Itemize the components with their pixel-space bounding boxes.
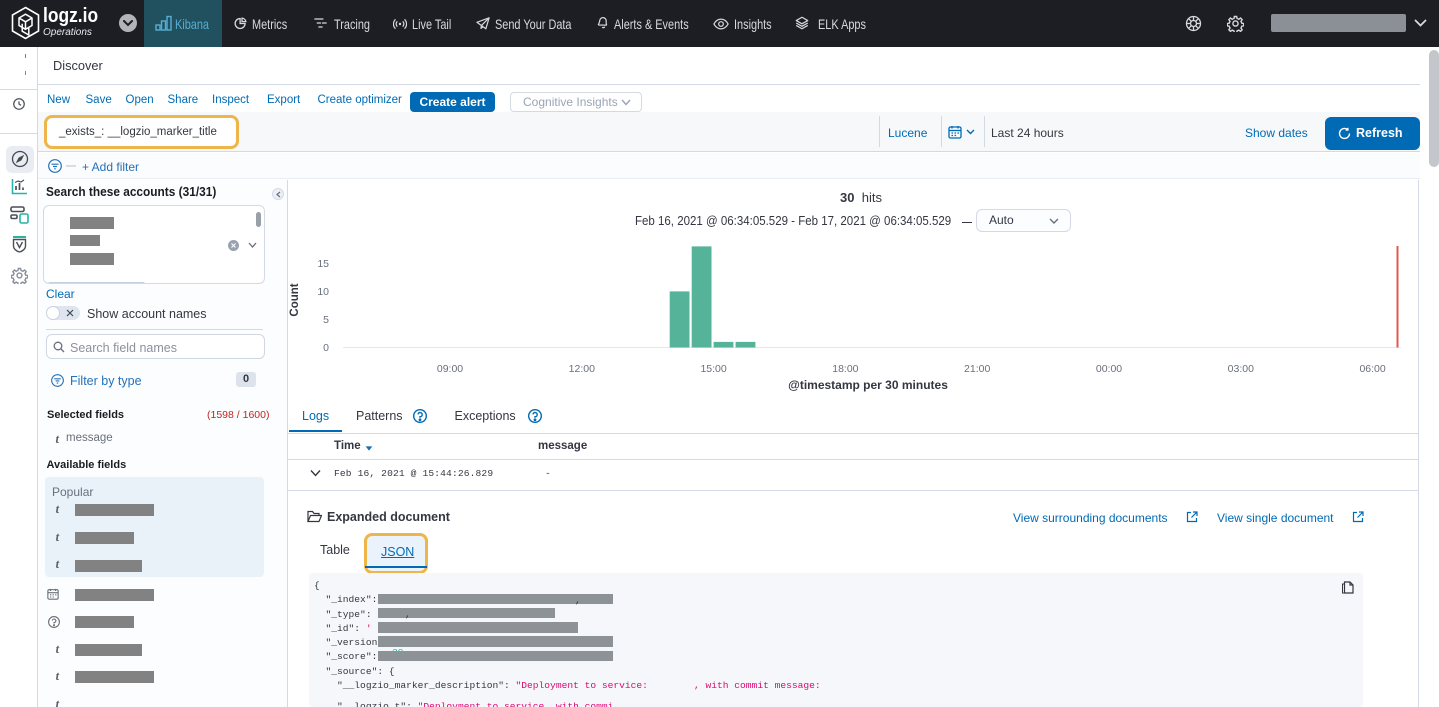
svg-text:5: 5 <box>323 314 329 326</box>
svg-text:03:00: 03:00 <box>1228 363 1254 375</box>
svg-text:09:00: 09:00 <box>437 363 463 375</box>
svg-text:Count: Count <box>289 283 301 316</box>
svg-text:00:00: 00:00 <box>1096 363 1122 375</box>
svg-text:12:00: 12:00 <box>569 363 595 375</box>
svg-text:10: 10 <box>317 286 329 298</box>
svg-text:15:00: 15:00 <box>700 363 726 375</box>
svg-text:21:00: 21:00 <box>964 363 990 375</box>
svg-text:06:00: 06:00 <box>1359 363 1385 375</box>
svg-text:15: 15 <box>317 258 329 270</box>
svg-text:0: 0 <box>323 342 329 354</box>
svg-text:18:00: 18:00 <box>832 363 858 375</box>
